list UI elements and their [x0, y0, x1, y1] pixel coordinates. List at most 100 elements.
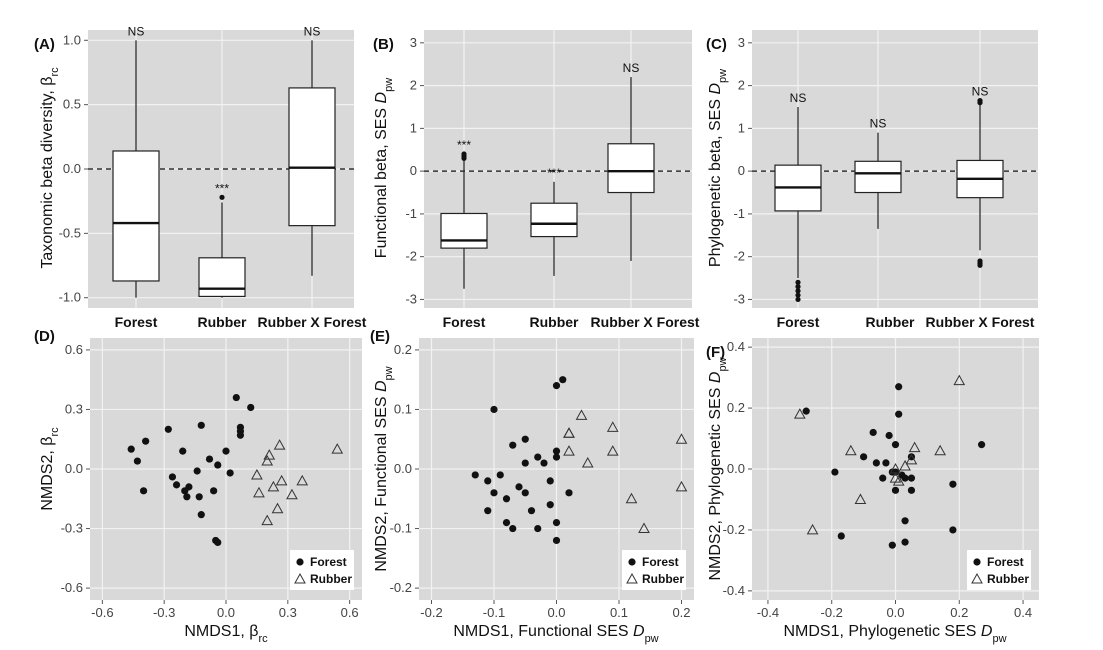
outlier-point [795, 279, 801, 285]
rubber-point [845, 444, 857, 456]
rubber-point [953, 374, 966, 386]
significance-label: NS [870, 117, 887, 131]
forest-point [195, 493, 203, 501]
forest-point [247, 403, 255, 412]
rubber-point [267, 480, 280, 492]
forest-point [891, 441, 900, 449]
rubber-point [575, 409, 588, 420]
forest-point [197, 511, 205, 519]
forest-point [490, 489, 498, 497]
y-tick-label: 1 [410, 120, 417, 135]
legend: Forest Rubber [622, 550, 686, 590]
forest-point [509, 524, 517, 533]
significance-label: *** [215, 181, 229, 195]
category-label: Rubber [198, 314, 248, 330]
rubber-point [275, 474, 288, 486]
y-tick-label: -2 [405, 249, 417, 264]
panel-c: -3 -2 -1 0 1 2 3 (C) NS NS NS Forest Rubber Rubber X … [706, 30, 1038, 330]
box-iqr [854, 160, 902, 194]
forest-point [133, 457, 141, 465]
category-label: Rubber [530, 314, 580, 330]
forest-point [210, 487, 218, 495]
y-tick-label: 0.6 [65, 342, 83, 357]
legend-rubber-marker [971, 572, 983, 584]
forest-point [552, 518, 561, 527]
panel-d: -0.6 -0.3 0.0 0.3 0.6 (D) -0.6 -0.3 0.0 0.3 0.6 NMD… [34, 328, 362, 645]
forest-point [484, 477, 492, 485]
significance-label: NS [304, 24, 321, 38]
forest-point [509, 441, 517, 449]
forest-point [521, 435, 529, 443]
x-tick-label: 0.2 [950, 605, 968, 620]
box-iqr [198, 257, 246, 298]
legend-rubber-label: Rubber [987, 572, 1029, 586]
forest-point [521, 459, 529, 467]
y-tick-label: -0.6 [61, 580, 83, 595]
x-tick-label: -0.3 [153, 605, 175, 620]
forest-point [484, 507, 492, 515]
forest-point [127, 445, 135, 453]
forest-point [891, 468, 900, 476]
y-axis-title: NMDS2, Phylogenetic SES Dpw [707, 357, 729, 580]
x-tick-label: 0.0 [886, 605, 904, 620]
rubber-point [271, 502, 284, 514]
category-label: Rubber X Forest [591, 314, 700, 330]
forest-point [907, 474, 916, 482]
panel-f: -0.4-0.20.00.20.4(F)-0.4 -0.2 0.0 0.2 0.4NMD… [706, 338, 1039, 645]
forest-point [901, 474, 909, 482]
forest-point [949, 526, 957, 534]
y-tick-label: -0.3 [61, 521, 83, 536]
legend: Forest Rubber [290, 550, 354, 590]
y-tick-label: 0 [738, 163, 745, 178]
rubber-point [934, 444, 946, 456]
x-tick-label: 0.0 [217, 605, 235, 620]
panel-a: -1.0 -0.5 0.0 0.5 1.0 (A) NS *** NS Forest Rubber R… [34, 24, 367, 330]
rubber-point [854, 493, 867, 504]
forest-point [552, 536, 561, 545]
forest-point [552, 447, 561, 455]
forest-point [502, 518, 511, 527]
rubber-point [606, 421, 619, 432]
rubber-point [899, 459, 911, 471]
series-forest [127, 393, 255, 547]
y-tick-label: -2 [733, 249, 745, 264]
box-forest: *** [440, 138, 488, 289]
forest-point [882, 459, 890, 467]
x-tick-label: 0.4 [1014, 605, 1032, 620]
y-tick-label: 1 [738, 120, 745, 135]
outlier-point [977, 262, 983, 268]
significance-label: *** [457, 138, 471, 152]
panel-label: (F) [706, 344, 725, 361]
forest-point [546, 477, 554, 485]
rubber-point [675, 433, 688, 444]
rubber-point [905, 453, 918, 465]
forest-point [185, 483, 193, 491]
y-tick-label: 3 [410, 35, 417, 50]
box-rubber: NS [854, 117, 902, 229]
y-tick-label: -0.2 [390, 580, 412, 595]
legend-rubber-label: Rubber [642, 572, 684, 586]
forest-point [214, 538, 222, 547]
forest-point [888, 541, 896, 549]
forest-point [534, 453, 542, 461]
forest-point [901, 538, 909, 546]
x-tick-label: 0.3 [279, 605, 297, 620]
x-tick-label: -0.2 [821, 605, 843, 620]
x-tick-label: -0.4 [757, 605, 779, 620]
significance-label: *** [547, 166, 561, 180]
y-tick-label: -1 [405, 206, 417, 221]
forest-point [552, 382, 561, 390]
y-axis-title: Functional beta, SES Dpw [373, 78, 395, 258]
forest-point [534, 524, 542, 533]
rubber-point [793, 408, 806, 419]
category-label: Forest [115, 314, 158, 330]
forest-point [164, 425, 172, 433]
forest-point [193, 467, 201, 475]
legend-rubber-label: Rubber [310, 572, 352, 586]
y-tick-label: 0.0 [727, 461, 745, 476]
forest-point [179, 447, 187, 455]
box-rubber: *** [530, 166, 578, 276]
y-tick-label: 1.0 [63, 32, 81, 47]
forest-point [527, 507, 536, 515]
outlier-point [461, 151, 467, 157]
